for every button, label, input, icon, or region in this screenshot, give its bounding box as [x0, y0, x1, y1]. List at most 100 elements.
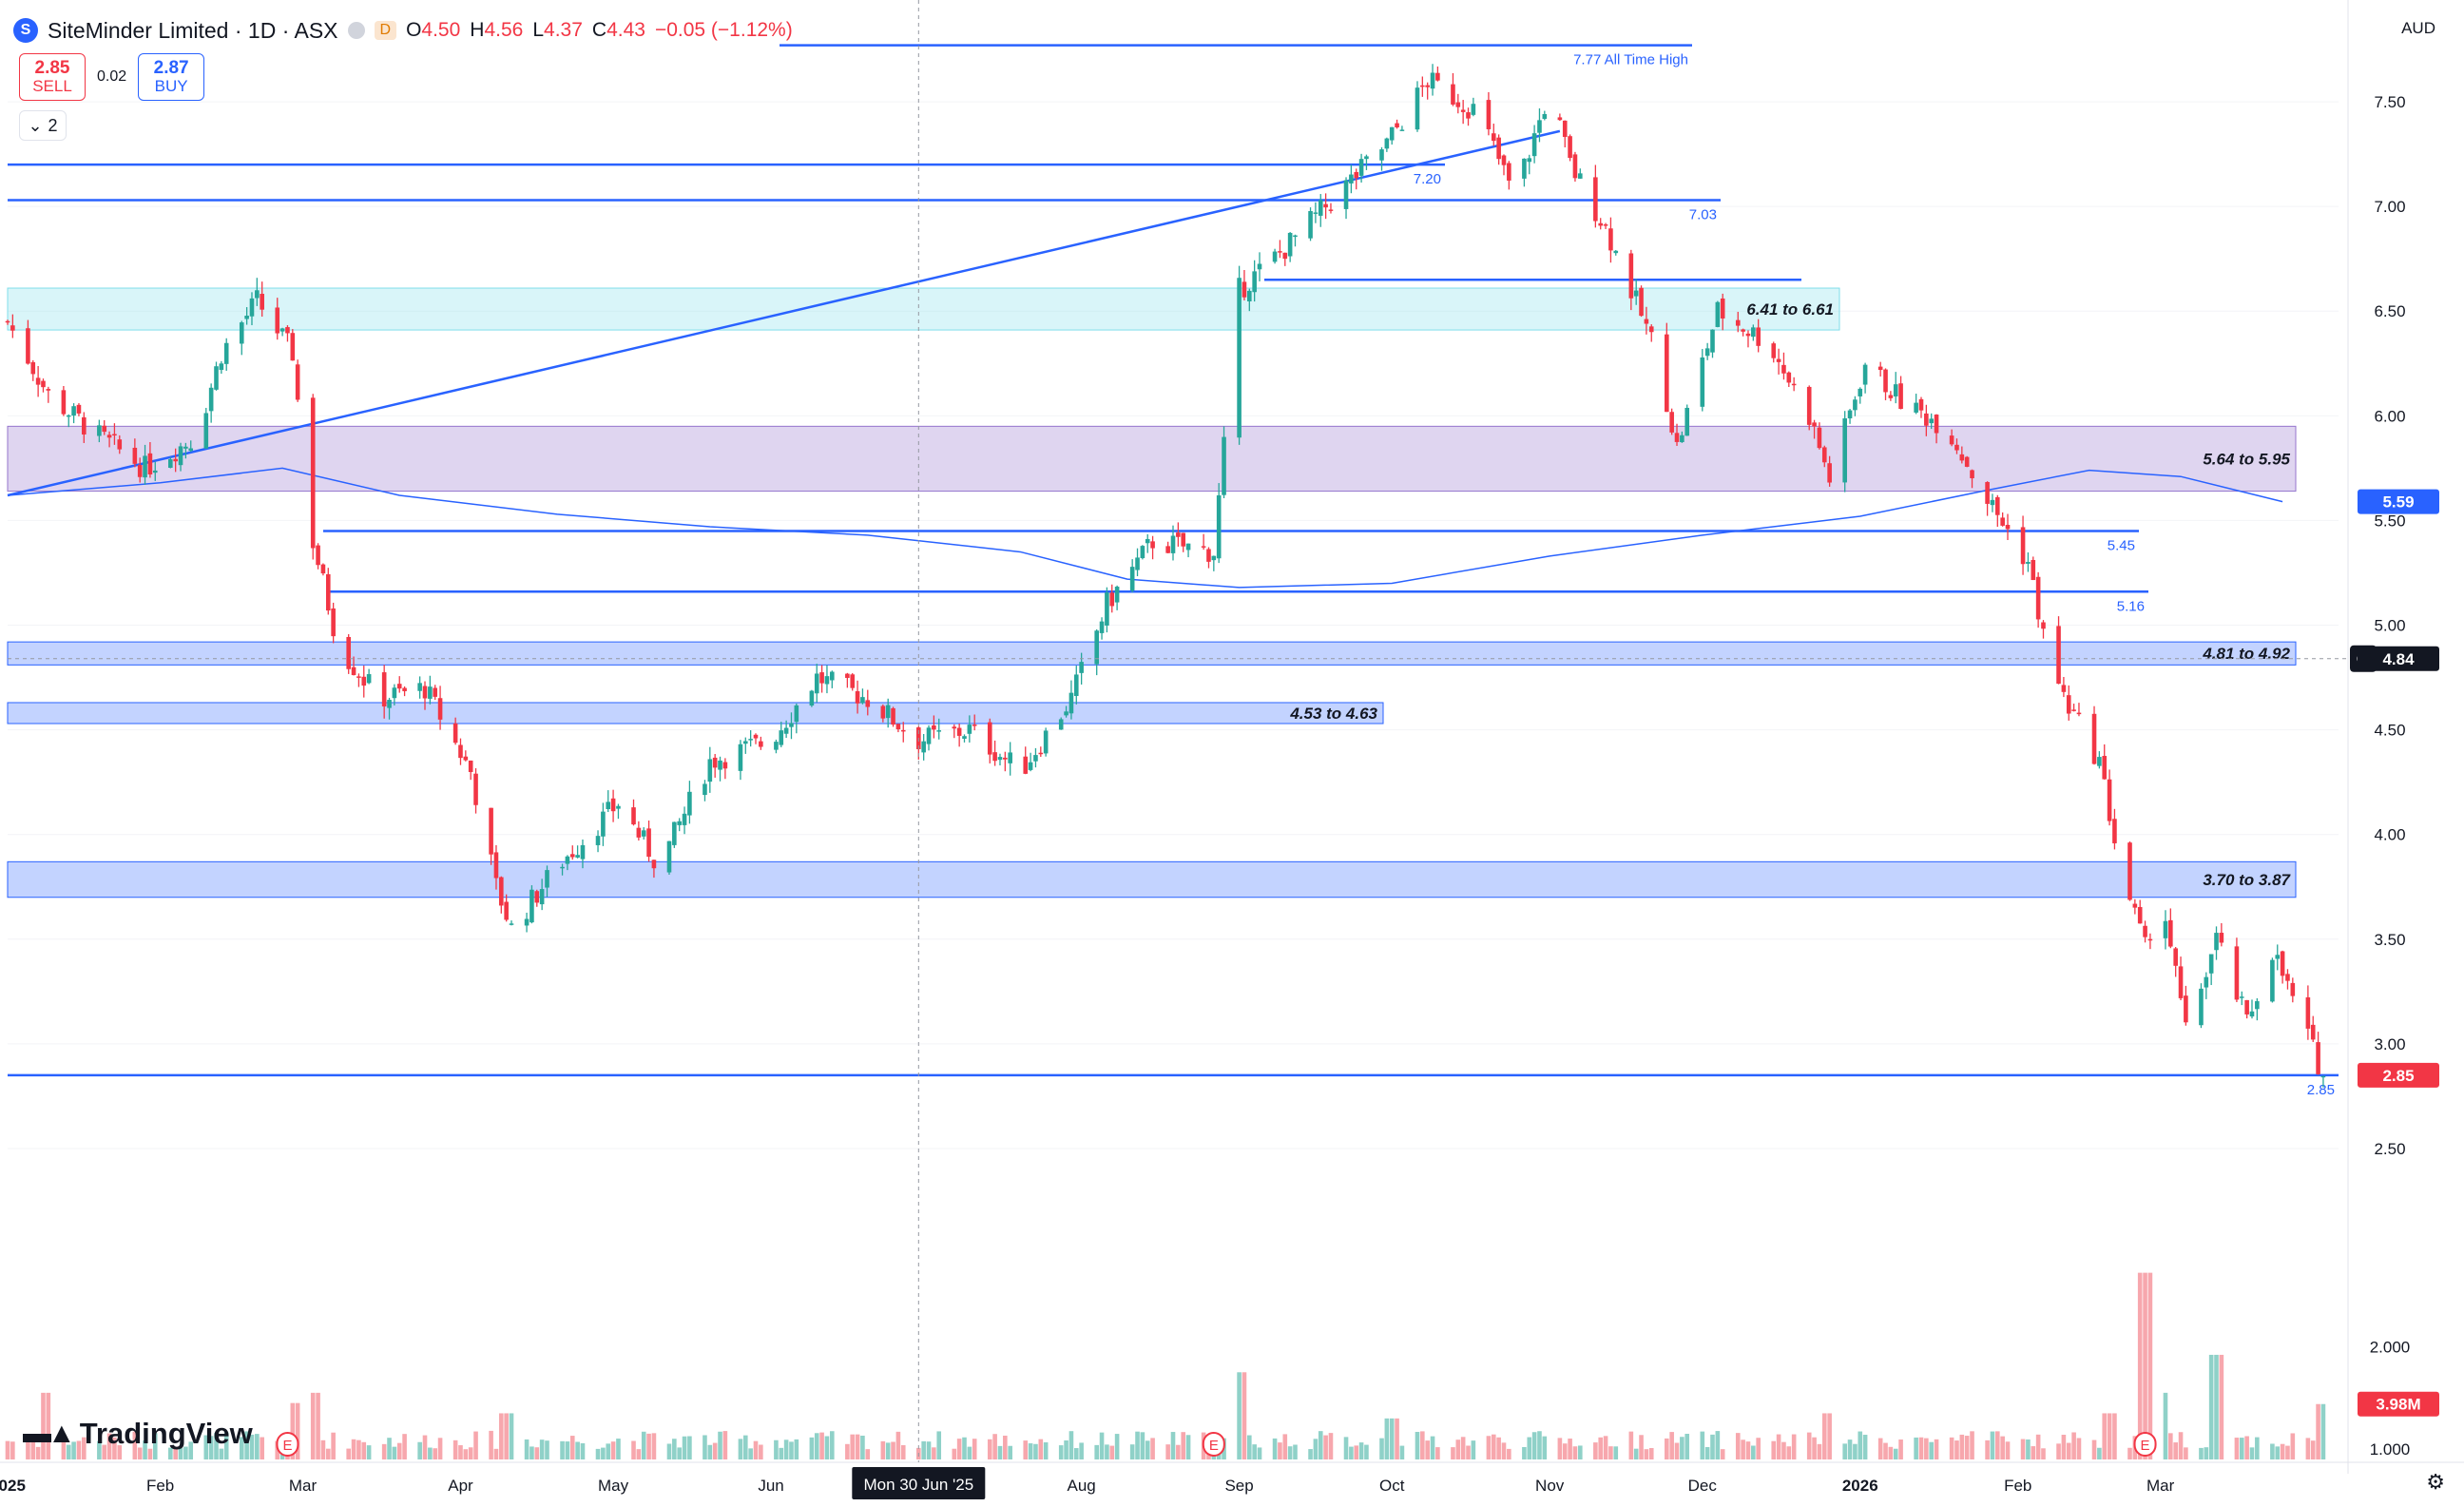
- volume-bar: [2234, 1438, 2240, 1459]
- candle-body: [137, 465, 143, 477]
- candle-body: [463, 756, 469, 761]
- candle-body: [672, 821, 677, 845]
- volume-bar: [722, 1431, 728, 1459]
- candle-body: [147, 453, 153, 474]
- volume-bar: [1430, 1436, 1435, 1459]
- candle-body: [219, 363, 224, 371]
- candle-body: [1023, 756, 1029, 774]
- time-tick: 2026: [1842, 1477, 1878, 1495]
- candle-body: [1751, 327, 1756, 338]
- volume-bar: [392, 1446, 397, 1459]
- currency-label[interactable]: AUD: [2401, 19, 2435, 37]
- candle-body: [1003, 757, 1008, 760]
- volume-bar: [666, 1443, 672, 1459]
- volume-bar: [1058, 1445, 1064, 1459]
- level-label: 5.16: [2117, 598, 2145, 614]
- volume-bar: [61, 1435, 67, 1459]
- volume-bar: [361, 1441, 367, 1459]
- candle-body: [1094, 630, 1099, 665]
- candle-body: [1644, 319, 1649, 324]
- candle-body: [1633, 290, 1639, 297]
- volume-bar: [932, 1447, 936, 1459]
- time-tick: Aug: [1068, 1477, 1096, 1495]
- volume-bar: [1313, 1439, 1319, 1459]
- volume-bar: [972, 1439, 977, 1459]
- gear-icon[interactable]: ⚙: [2426, 1470, 2445, 1494]
- volume-bar: [824, 1436, 830, 1459]
- candle-body: [748, 739, 753, 741]
- volume-bar: [885, 1442, 891, 1459]
- price-axis[interactable]: 7.50 7.00 6.50 6.00 5.50 5.00 4.50 4.00 3.50 3.00…: [2347, 0, 2411, 1474]
- candle-body: [1135, 557, 1140, 570]
- volume-bar: [539, 1439, 545, 1459]
- candle-body: [1247, 290, 1252, 301]
- candle-body: [417, 683, 422, 691]
- volume-bar: [1812, 1437, 1817, 1459]
- candle-body: [1735, 319, 1741, 326]
- volume-bar: [1781, 1441, 1786, 1459]
- volume-bar: [1648, 1448, 1654, 1459]
- price-tag-bg: [2358, 1062, 2439, 1088]
- volume-bar: [1542, 1436, 1548, 1459]
- zone-label: 6.41 to 6.61: [1746, 300, 1834, 319]
- volume-bar: [316, 1392, 320, 1459]
- visibility-dot-icon[interactable]: [347, 22, 365, 39]
- candle-body: [1140, 546, 1145, 559]
- volume-bar: [310, 1392, 316, 1459]
- volume-bar: [1985, 1439, 1990, 1459]
- candle-body: [316, 545, 320, 566]
- volume-bar: [102, 1444, 107, 1459]
- trendline[interactable]: [7, 129, 1561, 497]
- volume-bar: [2020, 1439, 2026, 1459]
- volume-tick: 1.000: [2370, 1440, 2411, 1459]
- candle-body: [789, 723, 794, 727]
- candle-body: [1949, 435, 1954, 445]
- volume-bar: [926, 1441, 932, 1459]
- symbol-title[interactable]: SiteMinder Limited · 1D · ASX: [48, 17, 338, 43]
- indicators-toggle-button[interactable]: ⌄ 2: [19, 110, 67, 141]
- volume-bar: [794, 1439, 799, 1459]
- volume-bar: [2249, 1447, 2255, 1459]
- volume-bar: [1237, 1372, 1242, 1459]
- candle-body: [1222, 436, 1226, 495]
- candle-body: [855, 691, 860, 704]
- volume-bar: [2031, 1446, 2036, 1459]
- zone-blue: [7, 860, 2297, 898]
- candle-body: [1700, 357, 1705, 407]
- ohlc-values: O4.50 H4.56 L4.37 C4.43 −0.05 (−1.12%): [406, 19, 793, 42]
- candle-body: [1791, 383, 1797, 386]
- zone-rectangles[interactable]: 6.41 to 6.61 5.64 to 5.95 4.81 to 4.92 4.53…: [7, 287, 2297, 898]
- volume-bar: [814, 1433, 819, 1459]
- volume-bar: [850, 1434, 856, 1459]
- candle-body: [2270, 959, 2275, 1002]
- volume-bar: [147, 1448, 153, 1459]
- volume-bar: [2066, 1442, 2071, 1459]
- candle-body: [641, 830, 646, 837]
- candle-body: [1395, 123, 1399, 127]
- volume-tag-bg: [2358, 1391, 2439, 1417]
- volume-bar: [997, 1445, 1003, 1459]
- candle-body: [2102, 756, 2108, 780]
- sell-button[interactable]: 2.85 SELL: [19, 53, 86, 101]
- volume-bar: [1323, 1435, 1328, 1459]
- buy-button[interactable]: 2.87 BUY: [138, 53, 205, 101]
- volume-bar: [1918, 1437, 1924, 1459]
- candle-body: [499, 877, 504, 906]
- candle-body: [1806, 386, 1812, 425]
- volume-bar: [1466, 1445, 1471, 1459]
- candle-body: [580, 844, 586, 860]
- crosshair-label-bg: [852, 1467, 986, 1499]
- volume-bar: [1140, 1432, 1145, 1459]
- price-tick: 2.50: [2374, 1140, 2405, 1158]
- horizontal-levels[interactable]: 7.77 All Time High 7.20 7.03 5.45 5.16 2.85: [8, 44, 2339, 1098]
- volume-bar: [290, 1402, 296, 1459]
- candle-body: [2026, 561, 2031, 564]
- candle-body: [636, 827, 642, 838]
- candle-body: [2132, 903, 2138, 908]
- candle-body: [2255, 1001, 2260, 1010]
- volume-bar: [2112, 1413, 2117, 1459]
- tradingview-logo[interactable]: ▬▲ TradingView: [23, 1417, 253, 1451]
